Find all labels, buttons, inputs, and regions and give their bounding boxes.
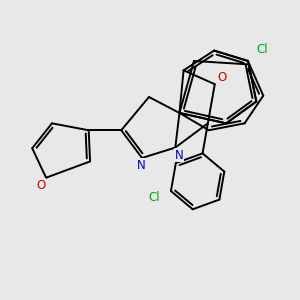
Text: Cl: Cl — [148, 191, 160, 204]
Text: N: N — [174, 149, 183, 162]
Text: O: O — [36, 179, 46, 192]
Text: Cl: Cl — [256, 43, 268, 56]
Text: O: O — [217, 71, 226, 84]
Text: N: N — [137, 159, 146, 172]
